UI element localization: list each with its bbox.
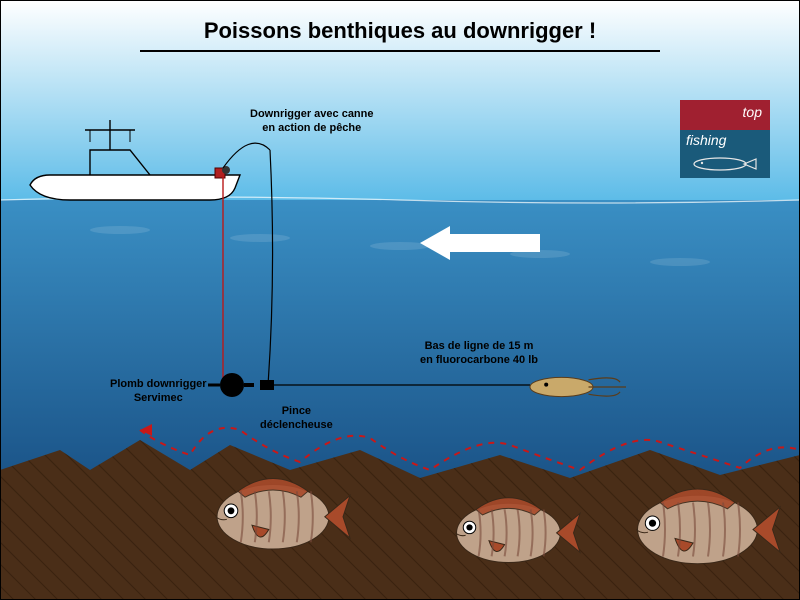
label-bas-ligne: Bas de ligne de 15 men fluorocarbone 40 … — [420, 340, 538, 368]
label-pince: Pincedéclencheuse — [260, 405, 333, 433]
title-underline — [140, 50, 660, 52]
label-downrigger: Downrigger avec canneen action de pêche — [250, 108, 374, 136]
logo-text-top: top — [743, 104, 762, 120]
label-plomb: Plomb downriggerServimec — [110, 378, 207, 406]
logo-text-bottom: fishing — [686, 132, 726, 148]
top-fishing-logo: top fishing — [680, 100, 770, 178]
logo-fish-icon — [690, 156, 760, 172]
diagram-title: Poissons benthiques au downrigger ! — [0, 18, 800, 44]
